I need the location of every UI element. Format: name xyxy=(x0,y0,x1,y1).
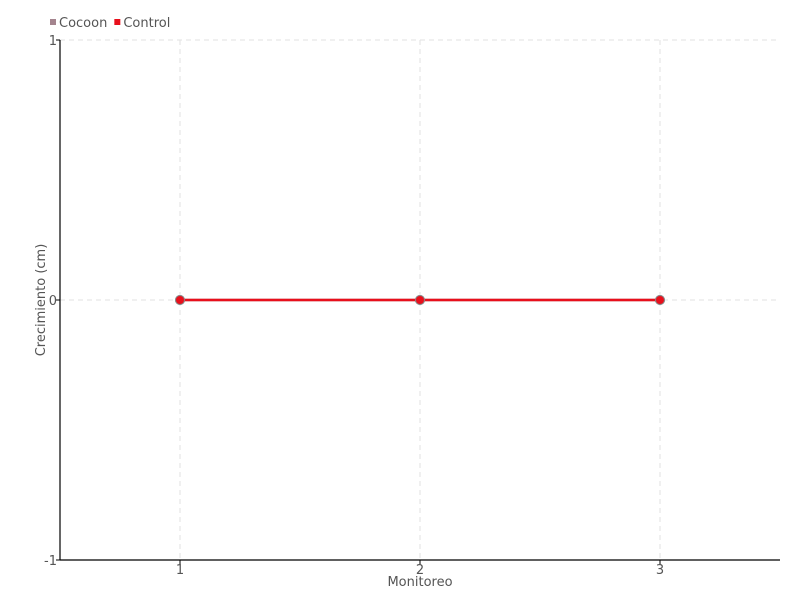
x-axis-label: Monitoreo xyxy=(387,575,452,590)
series-control xyxy=(175,295,665,305)
ticks: 1 2 3 -1 0 1 xyxy=(44,34,664,578)
data-point xyxy=(415,295,425,305)
legend-swatch xyxy=(114,19,121,25)
legend-item: Cocoon xyxy=(50,16,107,31)
y-tick-label: 1 xyxy=(49,34,57,49)
y-tick-label: 0 xyxy=(49,294,57,309)
x-tick-label: 2 xyxy=(416,563,424,578)
x-tick-label: 1 xyxy=(176,563,184,578)
data-point xyxy=(175,295,185,305)
x-tick-label: 3 xyxy=(656,563,664,578)
legend: Cocoon Control xyxy=(50,16,170,31)
series xyxy=(175,295,665,305)
y-tick-label: -1 xyxy=(44,554,57,569)
legend-item: Control xyxy=(114,16,170,31)
legend-label: Cocoon xyxy=(59,16,107,31)
data-point xyxy=(655,295,665,305)
y-axis-label: Crecimiento (cm) xyxy=(34,244,49,357)
legend-swatch xyxy=(50,19,56,25)
legend-label: Control xyxy=(123,16,170,31)
